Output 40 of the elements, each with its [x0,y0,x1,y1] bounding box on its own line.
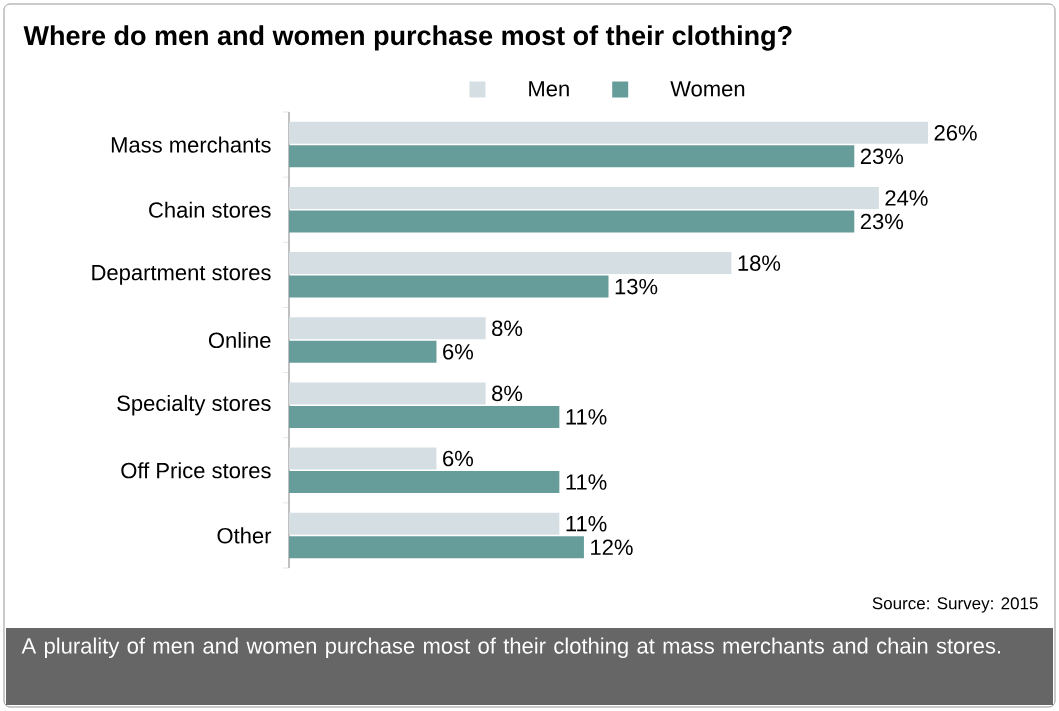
bar [289,382,486,405]
bar [289,317,486,340]
legend-label: Women [670,81,745,97]
bar [289,405,560,428]
text: A plurality of men and women purchase most of their clothing at mass merchants and chain stores. [21,637,1001,659]
data-label: 8% [492,385,523,402]
y-tick-label: Online [208,331,271,349]
data-label: 6% [443,343,473,360]
legend-label: Men [529,81,569,97]
y-tick-label: Other [217,527,272,544]
bar [289,340,437,363]
y-tick-label: Off Price stores [121,462,271,479]
data-label: 26% [934,125,977,141]
data-label: 11% [566,474,607,490]
bar [289,512,560,535]
bar [289,121,929,144]
bar [289,275,609,298]
data-label: 24% [885,190,928,206]
data-label: 18% [738,255,781,271]
bar [289,447,437,470]
bar [289,536,584,559]
data-label: 12% [591,539,633,555]
chart-title: Where do men and women purchase most of their clothing? [23,25,792,51]
bar [289,186,879,209]
data-label: 11% [566,515,607,532]
data-label: 6% [443,450,473,467]
data-label: 23% [860,213,904,230]
data-label: 8% [492,320,523,337]
y-tick-label: Chain stores [149,201,271,218]
y-tick-label: Department stores [92,265,271,285]
y-tick-label: Specialty stores [117,394,271,416]
bar [289,210,855,233]
source-note: Source: Survey: 2015 [872,597,1038,613]
bar [289,145,855,168]
bar [289,252,732,275]
y-tick-label: Mass merchants [111,136,271,153]
data-label: 11% [566,409,607,425]
bar [289,471,560,494]
data-label: 13% [615,278,658,295]
data-label: 23% [860,148,904,165]
